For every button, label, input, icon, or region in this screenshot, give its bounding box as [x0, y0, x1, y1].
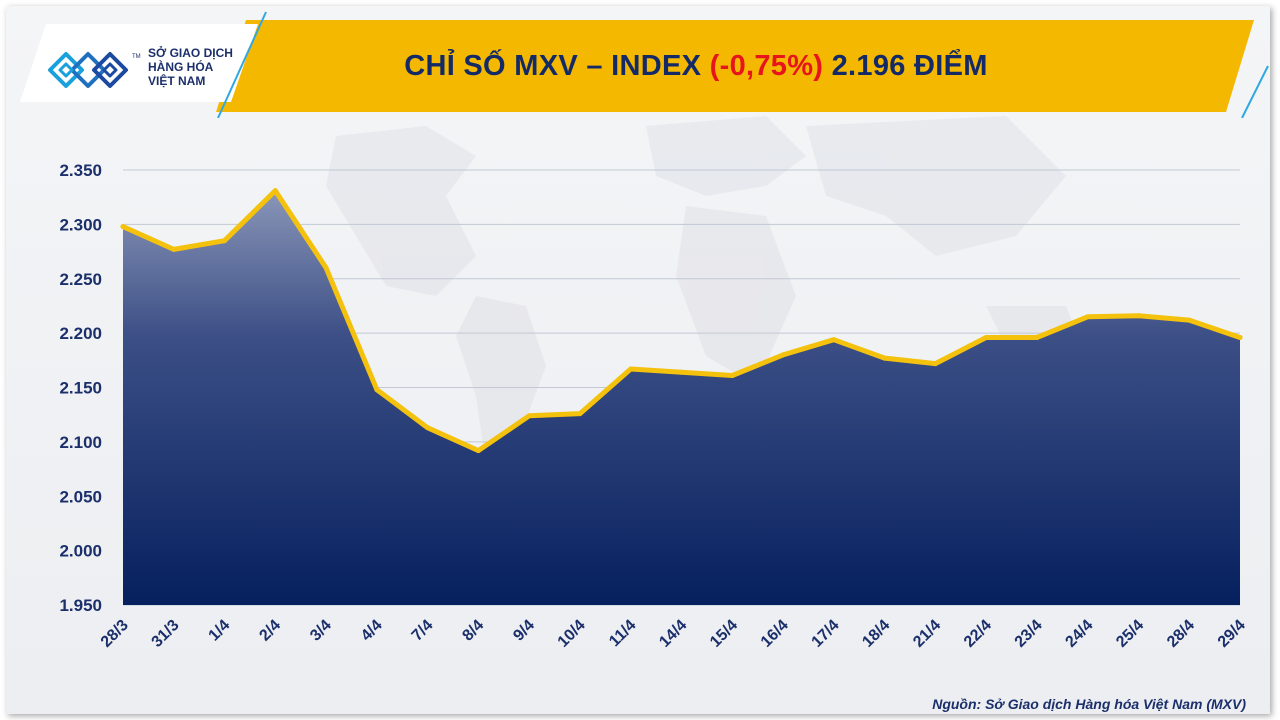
y-tick-label: 2.350	[59, 161, 102, 180]
data-point	[1237, 334, 1243, 340]
x-tick-label: 3/4	[307, 617, 335, 645]
x-tick-label: 24/4	[1062, 617, 1096, 651]
data-point	[932, 361, 938, 367]
x-tick-label: 29/4	[1215, 617, 1249, 651]
data-point	[628, 366, 634, 372]
data-point	[831, 337, 837, 343]
x-tick-label: 28/4	[1164, 617, 1198, 651]
x-tick-label: 2/4	[256, 617, 284, 645]
data-point	[171, 246, 177, 252]
y-tick-label: 2.150	[59, 379, 102, 398]
data-point	[374, 387, 380, 393]
x-tick-label: 17/4	[809, 617, 843, 651]
x-tick-label: 10/4	[555, 617, 589, 651]
y-tick-label: 2.050	[59, 487, 102, 506]
data-point	[983, 334, 989, 340]
data-point	[1135, 313, 1141, 319]
y-tick-label: 2.100	[59, 433, 102, 452]
title-banner-background	[216, 20, 1254, 112]
data-point	[120, 224, 126, 230]
x-tick-label: 9/4	[510, 617, 538, 645]
chart-frame: 2.350 2.300 2.250 2.200 2.150 2.100 2.050 2.000…	[6, 6, 1270, 714]
x-tick-label: 21/4	[910, 617, 944, 651]
data-point	[577, 411, 583, 417]
x-tick-label: 8/4	[459, 617, 487, 645]
data-point	[526, 413, 532, 419]
data-point	[1034, 334, 1040, 340]
title-change-percent: (-0,75%)	[709, 50, 824, 82]
data-point	[679, 369, 684, 375]
logo-trademark: TM	[132, 54, 141, 60]
x-tick-label: 18/4	[859, 617, 893, 651]
logo-line-1: SỞ GIAO DỊCH	[148, 46, 233, 60]
x-tick-label: 1/4	[206, 617, 234, 645]
y-tick-label: 2.200	[59, 324, 102, 343]
data-point	[272, 188, 278, 194]
data-point	[729, 373, 735, 379]
x-tick-label: 31/3	[149, 617, 183, 651]
source-note: Nguồn: Sở Giao dịch Hàng hóa Việt Nam (M…	[932, 696, 1246, 712]
x-tick-label: 22/4	[961, 617, 995, 651]
data-point	[1085, 314, 1091, 320]
x-tick-label: 25/4	[1113, 617, 1147, 651]
chart-svg: 2.350 2.300 2.250 2.200 2.150 2.100 2.050 2.000…	[59, 116, 1249, 651]
x-tick-label: 4/4	[358, 617, 386, 645]
title-prefix: CHỈ SỐ MXV – INDEX	[404, 50, 710, 82]
index-area-fill	[123, 190, 1240, 605]
x-tick-label: 14/4	[656, 617, 690, 651]
y-tick-label: 2.000	[59, 542, 102, 561]
data-point	[1186, 317, 1192, 323]
data-point	[425, 425, 431, 431]
chart-title: CHỈ SỐ MXV – INDEX (-0,75%) 2.196 ĐIỂM	[256, 50, 1136, 83]
x-tick-label: 23/4	[1012, 617, 1046, 651]
title-value: 2.196 ĐIỂM	[823, 50, 988, 82]
data-point	[323, 265, 329, 271]
logo-wordmark: SỞ GIAO DỊCH HÀNG HÓA VIỆT NAM	[148, 46, 233, 88]
x-tick-label: 16/4	[758, 617, 792, 651]
world-map-watermark	[326, 116, 1086, 466]
y-tick-label: 1.950	[59, 596, 102, 615]
logo-panel	[20, 24, 258, 102]
x-tick-label: 11/4	[606, 617, 639, 650]
banner-accent-line	[217, 11, 267, 118]
y-tick-label: 2.250	[59, 270, 102, 289]
data-point	[475, 448, 481, 454]
title-banner: TM	[20, 11, 1269, 118]
x-tick-label: 7/4	[409, 617, 437, 645]
logo-line-2: HÀNG HÓA	[148, 60, 214, 74]
data-point	[780, 352, 786, 358]
x-tick-label: 28/3	[98, 617, 132, 651]
x-tick-label: 15/4	[707, 617, 741, 651]
banner-accent-line	[1241, 65, 1269, 118]
data-point	[222, 238, 228, 244]
mxv-logo-icon	[48, 52, 128, 88]
logo-line-3: VIỆT NAM	[148, 74, 206, 88]
y-tick-label: 2.300	[59, 215, 102, 234]
data-point	[882, 355, 888, 361]
